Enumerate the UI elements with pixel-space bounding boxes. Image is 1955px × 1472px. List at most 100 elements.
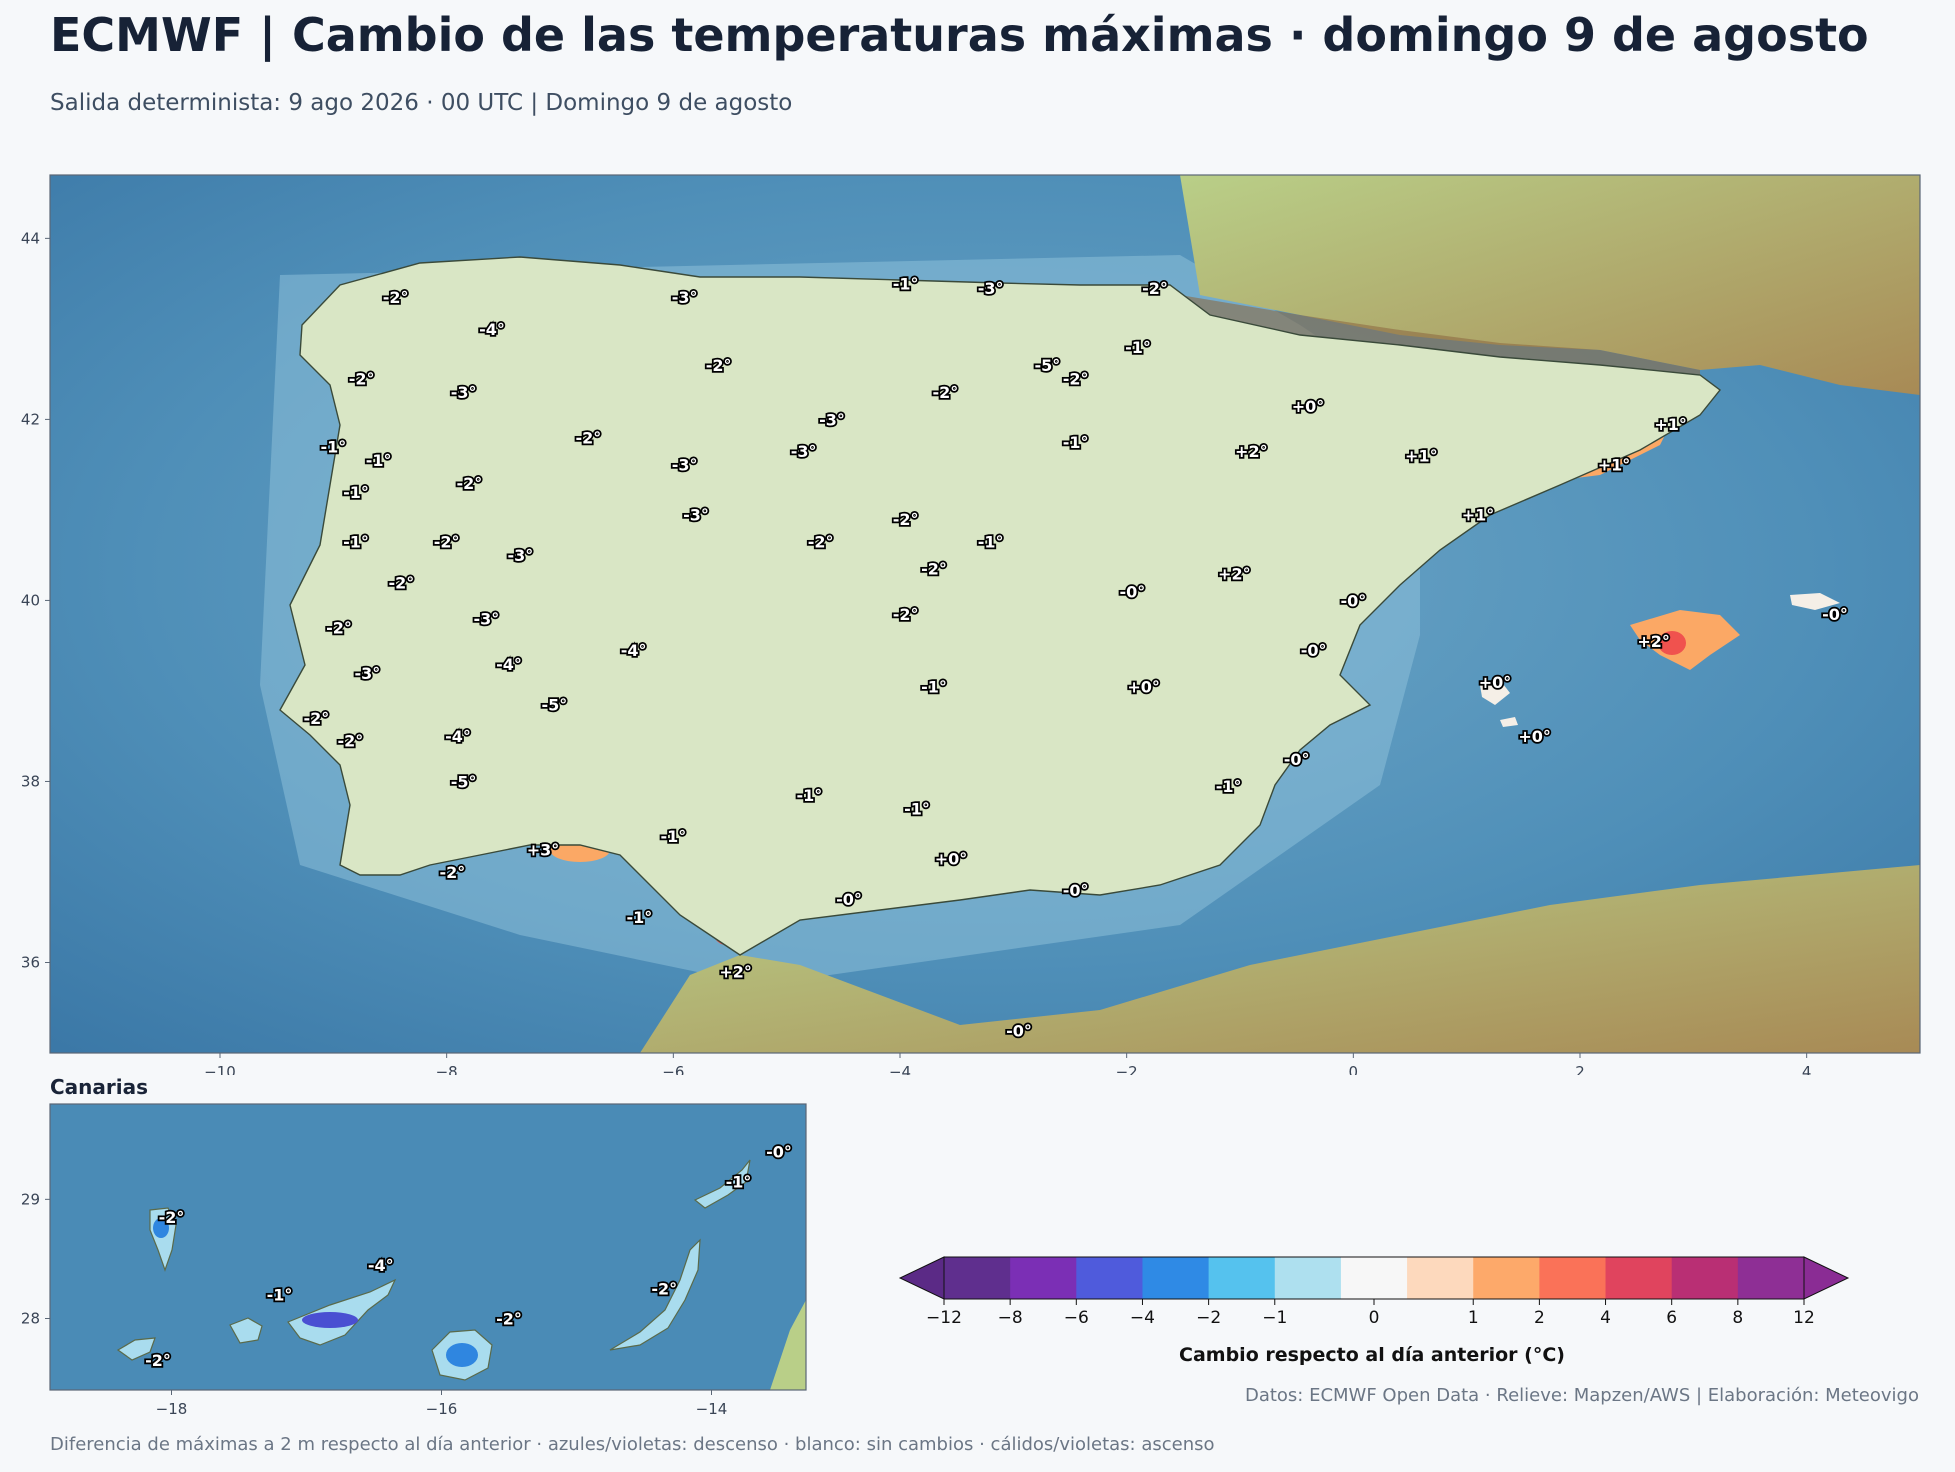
temperature-change-label: -2° (932, 383, 958, 402)
france-land (1180, 175, 1920, 395)
temperature-change-label: -2° (326, 619, 352, 638)
mallorca-core (1658, 631, 1686, 655)
temperature-change-label: +1° (1462, 505, 1495, 524)
temperature-change-label: -1° (1063, 433, 1089, 452)
temperature-change-label: -4° (621, 641, 647, 660)
temperature-change-label: -1° (978, 533, 1004, 552)
temperature-change-label: -2° (1063, 370, 1089, 389)
temperature-change-label: -4° (496, 655, 522, 674)
north-africa-land (640, 865, 1920, 1053)
inset-map-labels: -2° -1° -4° -2° -2° -1° -0° -2° (143, 1141, 793, 1372)
x-tick-label: 0 (1349, 1063, 1359, 1075)
temperature-change-label: -2° (303, 709, 329, 728)
temperature-change-label: -0° (1301, 641, 1327, 660)
colorbar-under-arrow (898, 1256, 945, 1300)
colorbar-swatch (944, 1257, 1011, 1299)
temperature-change-label: -1° (343, 533, 369, 552)
temperature-change-label: -2° (145, 1351, 171, 1370)
island-fuerteventura (609, 1238, 701, 1351)
island-lanzarote (693, 1159, 751, 1209)
credits: Datos: ECMWF Open Data · Relieve: Mapzen… (1244, 1385, 1919, 1406)
temperature-change-label: +2° (1235, 442, 1268, 461)
temperature-change-label: -3° (451, 383, 477, 402)
temperature-change-label: -2° (388, 573, 414, 592)
colorbar-swatch (1473, 1257, 1540, 1299)
x-tick-label: −18 (156, 1400, 188, 1418)
colorbar-tick-label: −12 (926, 1308, 962, 1328)
menorca (1790, 593, 1840, 610)
temperature-change-label: -2° (575, 428, 601, 447)
colorbar-over-arrow (1803, 1256, 1850, 1300)
temperature-change-label: -3° (672, 288, 698, 307)
temperature-change-label: -2° (893, 605, 919, 624)
island-tenerife-core (302, 1312, 358, 1328)
colorbar: −12 −8 −6 −4 −2 −1 0 1 2 4 6 8 12 Cambio respecto al… (898, 1256, 1850, 1366)
colorbar-swatch (1671, 1257, 1739, 1299)
colorbar-tick-label: 2 (1534, 1308, 1545, 1328)
africa-coast-inset (770, 1300, 806, 1390)
temperature-change-label: -2° (1142, 279, 1168, 298)
temperature-change-label: -2° (337, 732, 363, 751)
temperature-change-label: -2° (921, 560, 947, 579)
x-tick-label: −4 (889, 1063, 911, 1075)
temperature-change-label: -3° (819, 410, 845, 429)
temperature-change-label: -1° (726, 1172, 752, 1191)
temperature-change-label: -2° (651, 1280, 677, 1299)
main-map-frame (49, 174, 1921, 1054)
temperature-change-label: -1° (796, 786, 822, 805)
temperature-change-label: -0° (836, 890, 862, 909)
temperature-change-label: -1° (660, 827, 686, 846)
colorbar-swatch (1010, 1257, 1077, 1299)
colorbar-tick-label: 6 (1666, 1308, 1677, 1328)
page-subtitle: Salida determinista: 9 ago 2026 · 00 UTC… (50, 90, 793, 116)
island-la-gomera (229, 1317, 263, 1344)
temperature-change-label: -2° (349, 370, 375, 389)
temperature-change-label: +1° (1598, 456, 1631, 475)
temperature-change-label: -3° (507, 546, 533, 565)
temperature-change-label: -0° (1284, 750, 1310, 769)
colorbar-ticks: −12 −8 −6 −4 −2 −1 0 1 2 4 6 8 12 (926, 1299, 1815, 1328)
temperature-change-label: +0° (1518, 727, 1551, 746)
temperature-change-label: -5° (1034, 356, 1060, 375)
inset-title: Canarias (50, 1075, 149, 1099)
temperature-change-label: -3° (978, 279, 1004, 298)
temperature-change-label: -1° (343, 483, 369, 502)
temperature-change-label: -2° (808, 533, 834, 552)
colorbar-boxes (898, 1256, 1850, 1300)
ibiza (1480, 680, 1510, 705)
colorbar-swatch (1737, 1257, 1805, 1299)
temperature-change-label: -1° (366, 451, 392, 470)
y-tick-label: 29 (21, 1190, 40, 1208)
temperature-change-label: -3° (683, 505, 709, 524)
temperature-change-label: -0° (1340, 591, 1366, 610)
inset-map-ticks: −18 −16 −14 29 28 (21, 1190, 727, 1418)
temperature-change-label: -5° (541, 696, 567, 715)
temperature-change-label: -0° (1822, 605, 1848, 624)
island-tenerife (287, 1278, 397, 1346)
temperature-change-label: +1° (1405, 447, 1438, 466)
main-map-panel[interactable]: −10 −8 −6 −4 −2 0 2 4 44 42 40 38 36 -2° -4° -3° -1° -3°… (0, 165, 1955, 1075)
temperature-change-label: -1° (893, 275, 919, 294)
x-tick-label: −16 (426, 1400, 458, 1418)
x-tick-label: 2 (1575, 1063, 1585, 1075)
y-tick-label: 42 (21, 410, 40, 428)
colorbar-swatch (1407, 1257, 1474, 1299)
inset-map[interactable]: −18 −16 −14 29 28 -2° -1° -4° -2° -2° -1° -0° -2° (0, 1100, 820, 1430)
colorbar-tick-label: −2 (1196, 1308, 1221, 1328)
x-tick-label: −8 (436, 1063, 458, 1075)
temperature-change-label: -2° (456, 474, 482, 493)
inset-map-panel[interactable]: −18 −16 −14 29 28 -2° -1° -4° -2° -2° -1° -0° -2° (0, 1100, 820, 1430)
inset-map-frame (49, 1103, 807, 1391)
island-gran-canaria-core (446, 1343, 478, 1367)
colorbar-swatch (1539, 1257, 1607, 1299)
temperature-change-label: -3° (473, 610, 499, 629)
x-tick-label: −2 (1116, 1063, 1138, 1075)
temperature-change-label: -2° (434, 533, 460, 552)
colorbar-panel: −12 −8 −6 −4 −2 −1 0 1 2 4 6 8 12 Cambio respecto al… (890, 1245, 1890, 1375)
formentera (1500, 717, 1518, 727)
main-map-labels: -2°-4°-3°-1° -3° -2°-1°-5°-2°-2°-2°-3° -2°-… (302, 273, 1850, 1042)
y-tick-label: 36 (21, 953, 40, 971)
colorbar-tick-label: −6 (1064, 1308, 1089, 1328)
temperature-change-label: -2° (706, 356, 732, 375)
